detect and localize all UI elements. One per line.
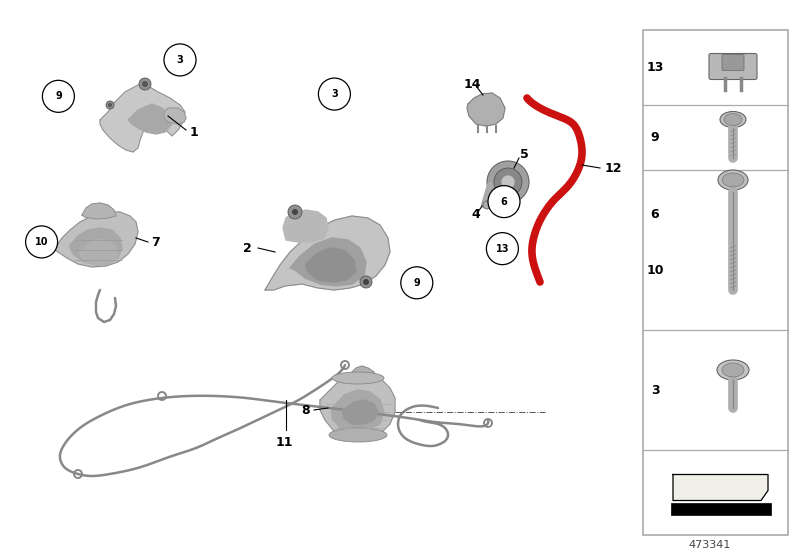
FancyBboxPatch shape bbox=[671, 502, 771, 515]
Polygon shape bbox=[332, 390, 384, 432]
Text: 13: 13 bbox=[496, 244, 509, 254]
Ellipse shape bbox=[722, 173, 744, 187]
Text: 11: 11 bbox=[275, 436, 293, 449]
Ellipse shape bbox=[332, 372, 384, 384]
Ellipse shape bbox=[717, 360, 749, 380]
Ellipse shape bbox=[724, 114, 742, 125]
Circle shape bbox=[108, 103, 112, 107]
Text: 13: 13 bbox=[646, 61, 664, 74]
Polygon shape bbox=[290, 238, 366, 286]
Text: 3: 3 bbox=[331, 89, 338, 99]
Text: 6: 6 bbox=[650, 208, 659, 222]
Circle shape bbox=[318, 78, 350, 110]
Ellipse shape bbox=[720, 111, 746, 128]
Circle shape bbox=[363, 279, 369, 285]
Text: 9: 9 bbox=[55, 91, 62, 101]
Circle shape bbox=[164, 44, 196, 76]
Polygon shape bbox=[306, 248, 356, 282]
Circle shape bbox=[486, 232, 518, 265]
Ellipse shape bbox=[483, 201, 491, 209]
Circle shape bbox=[139, 78, 151, 90]
Polygon shape bbox=[283, 210, 328, 242]
Circle shape bbox=[488, 185, 520, 218]
Text: 10: 10 bbox=[646, 264, 664, 277]
Text: 8: 8 bbox=[302, 404, 310, 417]
Polygon shape bbox=[128, 104, 172, 134]
Ellipse shape bbox=[501, 175, 515, 189]
Text: 4: 4 bbox=[472, 208, 480, 221]
Circle shape bbox=[26, 226, 58, 258]
Polygon shape bbox=[265, 216, 390, 290]
Ellipse shape bbox=[722, 363, 744, 377]
Polygon shape bbox=[82, 203, 116, 219]
Text: 5: 5 bbox=[520, 148, 529, 161]
Text: 473341: 473341 bbox=[689, 540, 731, 550]
Text: 1: 1 bbox=[190, 125, 198, 138]
Circle shape bbox=[106, 101, 114, 109]
Text: 6: 6 bbox=[501, 197, 507, 207]
Ellipse shape bbox=[329, 428, 387, 442]
Ellipse shape bbox=[494, 168, 522, 196]
Text: 7: 7 bbox=[151, 236, 160, 250]
Polygon shape bbox=[70, 228, 122, 265]
Circle shape bbox=[142, 81, 148, 87]
Text: 2: 2 bbox=[243, 241, 252, 254]
Text: 12: 12 bbox=[605, 161, 622, 175]
Text: 9: 9 bbox=[650, 131, 659, 144]
Ellipse shape bbox=[718, 170, 748, 190]
FancyBboxPatch shape bbox=[643, 30, 788, 535]
Circle shape bbox=[288, 205, 302, 219]
Text: 10: 10 bbox=[35, 237, 48, 247]
FancyBboxPatch shape bbox=[722, 54, 744, 71]
Polygon shape bbox=[673, 474, 768, 501]
Circle shape bbox=[360, 276, 372, 288]
Circle shape bbox=[42, 80, 74, 113]
Ellipse shape bbox=[487, 161, 529, 203]
Polygon shape bbox=[80, 240, 118, 265]
Polygon shape bbox=[164, 108, 186, 124]
Polygon shape bbox=[320, 374, 395, 438]
Polygon shape bbox=[55, 212, 138, 267]
Text: 3: 3 bbox=[650, 384, 659, 396]
Polygon shape bbox=[342, 400, 378, 424]
Text: 9: 9 bbox=[414, 278, 420, 288]
Circle shape bbox=[292, 209, 298, 215]
Text: 3: 3 bbox=[177, 55, 183, 65]
Polygon shape bbox=[100, 85, 185, 152]
Polygon shape bbox=[467, 93, 505, 126]
Circle shape bbox=[401, 267, 433, 299]
Polygon shape bbox=[348, 366, 376, 380]
FancyBboxPatch shape bbox=[709, 54, 757, 80]
Text: 14: 14 bbox=[463, 77, 481, 91]
